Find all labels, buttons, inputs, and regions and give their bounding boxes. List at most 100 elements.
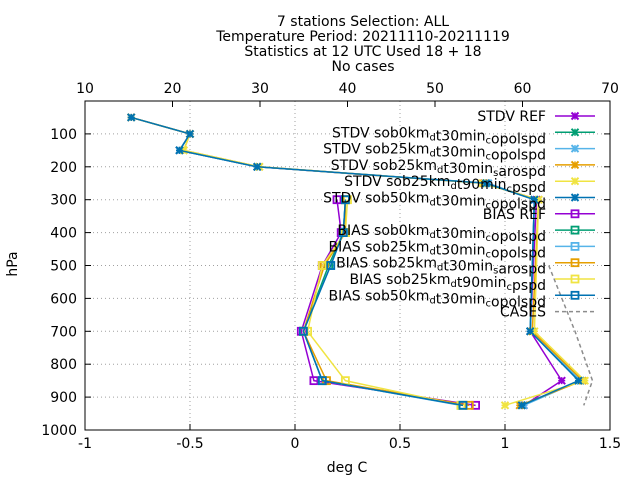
y-tick-label: 200 [50, 160, 77, 176]
axes: -1 -0.5 0 0.5 1 1.5 10 20 30 40 50 60 70 100 200 300 400… [41, 81, 621, 452]
x2-tick-label: 10 [76, 81, 94, 97]
legend-entry: BIAS sob25kmdt30minsarospd [336, 256, 595, 278]
legend-label: STDV sob50kmdt30mincopolspd [323, 191, 546, 213]
legend-label: STDV sob0kmdt30mincopolspd [332, 125, 546, 147]
data-point [298, 326, 308, 336]
y-tick-label: 400 [50, 226, 77, 242]
legend-label: BIAS sob0kmdt30mincopolspd [337, 223, 546, 245]
legend-marker [570, 160, 580, 170]
legend-marker [570, 193, 580, 202]
y-tick-label: 100 [50, 127, 77, 143]
x2-tick-label: 40 [339, 81, 357, 97]
x-axis-label: deg C [327, 460, 368, 476]
y-tick-label: 600 [50, 291, 77, 307]
legend-label: STDV sob25kmdt30minsarospd [331, 158, 546, 180]
x2-tick-label: 60 [514, 81, 532, 97]
chart-title: 7 stations Selection: ALL Temperature Pe… [215, 14, 510, 75]
legend-entry: BIAS sob50kmdt30mincopolspd [328, 288, 595, 310]
data-point [340, 195, 350, 205]
data-point [317, 261, 327, 270]
legend-entry: BIAS sob0kmdt30mincopolspd [337, 223, 595, 245]
data-point [574, 376, 583, 385]
y-tick-label: 1000 [41, 423, 77, 439]
title-line-2: Temperature Period: 20211110-20211119 [215, 29, 510, 45]
data-point [458, 400, 468, 410]
grid [85, 101, 610, 430]
title-line-3: Statistics at 12 UTC Used 18 + 18 [244, 44, 481, 60]
legend-label: STDV sob25kmdt30mincopolspd [323, 142, 546, 164]
legend-entry: CASES [500, 305, 595, 321]
legend-label: BIAS sob25kmdt90mincpspd [350, 272, 547, 294]
y-tick-label: 800 [50, 357, 77, 373]
legend-marker [570, 258, 580, 268]
legend-marker [570, 241, 580, 251]
data-point [525, 327, 535, 336]
title-line-1: 7 stations Selection: ALL [277, 14, 449, 30]
legend-entry: STDV sob25kmdt30minsarospd [331, 158, 595, 180]
series-line [302, 199, 464, 407]
legend-entry: STDV REF [477, 109, 595, 125]
y-axis-label: hPa [5, 251, 21, 276]
data-point [126, 113, 136, 122]
x-tick-label: 1 [501, 436, 510, 452]
y-tick-label: 300 [50, 193, 77, 209]
series-5 [126, 113, 583, 410]
legend-marker [570, 225, 580, 235]
data-point [530, 195, 539, 204]
legend-entry: STDV sob25kmdt30mincopolspd [323, 142, 595, 164]
legend-marker [570, 111, 580, 121]
data-point [500, 401, 510, 410]
legend-marker [570, 274, 580, 284]
x2-tick-label: 70 [601, 81, 619, 97]
legend-entry: BIAS REF [483, 207, 595, 223]
legend-label: BIAS REF [483, 207, 546, 223]
legend-marker [570, 128, 580, 137]
data-point [481, 179, 491, 188]
legend-label: BIAS sob25kmdt30minsarospd [336, 256, 546, 278]
series-layer [126, 113, 590, 410]
data-point [326, 261, 336, 270]
legend-marker [570, 209, 580, 219]
series-11 [298, 195, 468, 410]
y-tick-label: 900 [50, 390, 77, 406]
data-point [332, 195, 342, 205]
cases-line [548, 265, 594, 406]
x-tick-label: 0 [291, 436, 300, 452]
legend-label: STDV sob25kmdt90mincpspd [344, 174, 546, 196]
data-point [557, 376, 566, 385]
x2-tick-label: 30 [251, 81, 269, 97]
y-tick-label: 500 [50, 259, 77, 275]
legend-label: BIAS sob25kmdt30mincopolspd [328, 239, 546, 261]
x-tick-label: 1.5 [599, 436, 621, 452]
x-tick-label: -1 [78, 436, 92, 452]
legend-entry: BIAS sob25kmdt30mincopolspd [328, 239, 595, 261]
data-point [317, 376, 327, 386]
x-tick-label: -0.5 [176, 436, 203, 452]
x-tick-label: 0.5 [389, 436, 411, 452]
legend-marker [570, 290, 580, 300]
data-point [338, 228, 348, 238]
series-line [306, 199, 462, 407]
legend-entry: BIAS sob25kmdt90mincpspd [350, 272, 595, 294]
title-line-4: No cases [332, 59, 395, 75]
x2-tick-label: 50 [426, 81, 444, 97]
y-tick-label: 700 [50, 324, 77, 340]
legend-entry: STDV sob25kmdt90mincpspd [344, 174, 595, 196]
data-point [580, 376, 590, 385]
data-point [175, 146, 184, 155]
data-point [185, 129, 195, 139]
legend-marker [570, 144, 580, 153]
data-point [309, 376, 319, 386]
legend-label: CASES [500, 305, 546, 321]
legend-marker [570, 176, 580, 186]
cases-layer [548, 265, 594, 406]
legend-entry: STDV sob50kmdt30mincopolspd [323, 191, 595, 213]
data-point [517, 401, 527, 410]
x2-tick-label: 20 [164, 81, 182, 97]
series-line [300, 199, 476, 407]
legend-label: STDV REF [477, 109, 546, 125]
legend-entry: STDV sob0kmdt30mincopolspd [332, 125, 595, 147]
legend-label: BIAS sob50kmdt30mincopolspd [328, 288, 546, 310]
